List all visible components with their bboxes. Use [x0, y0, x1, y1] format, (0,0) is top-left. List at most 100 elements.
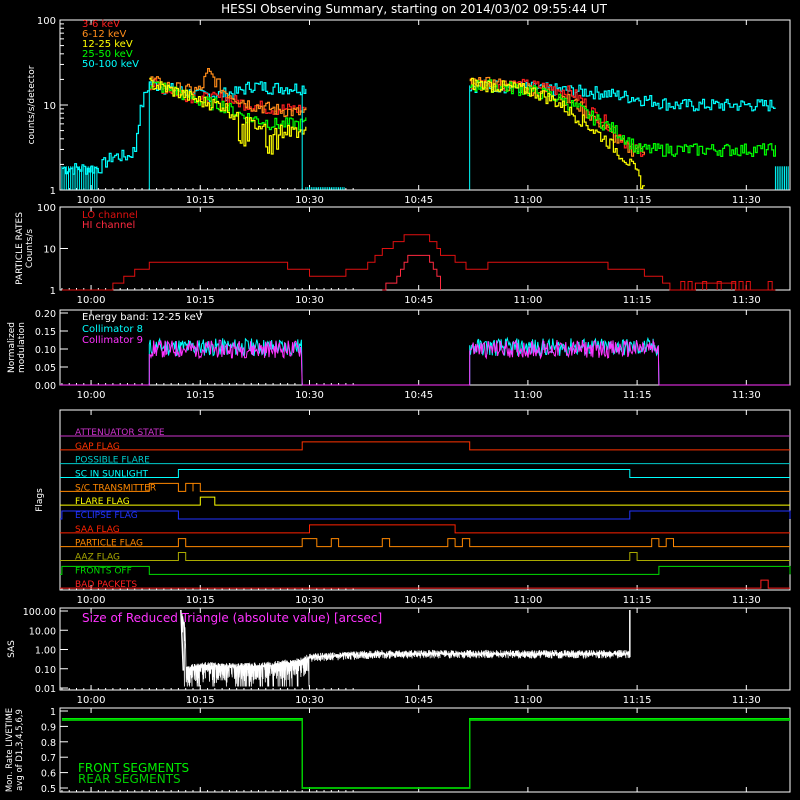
particle-rate-spike — [767, 281, 773, 290]
sas-xtick-label: 10:30 — [295, 695, 324, 706]
sas-xtick-label: 11:15 — [623, 695, 652, 706]
count-rate-series-line — [149, 79, 776, 157]
particle-rate-xtick-label: 11:00 — [513, 295, 542, 306]
livetime-ytick-label: 0.9 — [41, 722, 56, 733]
livetime-ytick-label: 1 — [50, 707, 56, 718]
particle-rate-xtick-label: 11:30 — [732, 295, 761, 306]
livetime-series-line — [61, 719, 790, 789]
count-rate-legend-entry: 25-50 keV — [82, 49, 133, 60]
sas-panel: 10:00 10:15 10:30 10:45 11:00 11:15 11:30 0.01 0… — [7, 607, 791, 706]
flags-xtick-label: 10:15 — [186, 595, 215, 606]
sas-ytick-label: 10.00 — [29, 626, 56, 637]
particle-rate-xtick-label: 10:15 — [186, 295, 215, 306]
sas-xtick-label: 10:15 — [186, 695, 215, 706]
modulation-xtick-label: 10:30 — [295, 390, 324, 401]
flag-line — [60, 510, 791, 520]
flags-xtick-label: 10:00 — [77, 595, 106, 606]
modulation-panel: 10:00 10:15 10:30 10:45 11:00 11:15 11:30 0.00 0… — [7, 309, 791, 401]
count-rate-xtick-label: 10:15 — [186, 195, 215, 206]
sas-ytick-label: 100.00 — [23, 607, 56, 618]
sas-annotation: Size of Reduced Triangle (absolute value… — [82, 611, 382, 625]
livetime-ylabel: Mon. Rate LIVETIME — [5, 708, 15, 792]
count-rate-panel: 10:00 10:15 10:30 10:45 11:00 11:15 11:30 1 10 10… — [27, 16, 791, 206]
flag-label: FRONTS OFF — [75, 566, 132, 576]
count-rate-xtick-label: 11:00 — [513, 195, 542, 206]
sas-ylabel: SAS — [7, 640, 17, 658]
sas-xtick-label: 11:00 — [513, 695, 542, 706]
flag-line — [60, 496, 790, 506]
flag-label: ECLIPSE FLAG — [75, 511, 138, 521]
count-rate-series-line — [61, 79, 776, 175]
flag-line — [60, 565, 791, 575]
flag-label: FLARE FLAG — [75, 497, 130, 507]
flag-label: GAP FLAG — [75, 442, 120, 452]
flag-line — [60, 579, 790, 589]
flags-panel: 10:00 10:15 10:30 10:45 11:00 11:15 11:30 Flags… — [35, 409, 791, 606]
modulation-ylabel: Normalized — [7, 322, 17, 373]
flag-line — [60, 469, 790, 478]
particle-rate-spike — [687, 281, 693, 290]
sas-xtick-label: 10:45 — [404, 695, 433, 706]
flag-label: AAZ FLAG — [75, 553, 120, 563]
particle-rate-series-line — [61, 234, 776, 291]
sas-ytick-label: 1.00 — [35, 646, 56, 657]
livetime-ytick-label: 0.7 — [41, 753, 56, 764]
flag-line — [60, 552, 790, 561]
livetime-ytick-label: 0.8 — [41, 738, 56, 749]
flags-xtick-label: 10:45 — [404, 595, 433, 606]
livetime-legend-entry: FRONT SEGMENTS — [78, 761, 189, 775]
flag-label: ATTENUATOR STATE — [75, 428, 165, 438]
flag-label: BAD PACKETS — [75, 580, 137, 590]
sas-ytick-label: 0.10 — [35, 665, 56, 676]
modulation-legend-entry: Collimator 9 — [82, 335, 143, 346]
modulation-xtick-label: 10:45 — [404, 390, 433, 401]
count-rate-series-line — [149, 77, 645, 189]
particle-rate-ytick-label: 10 — [43, 245, 56, 256]
modulation-series-line — [148, 339, 303, 386]
count-rate-xtick-label: 11:15 — [623, 195, 652, 206]
count-rate-legend-entry: 3-6 keV — [82, 19, 120, 30]
modulation-series-line — [469, 336, 660, 386]
flag-label: POSSIBLE FLARE — [75, 456, 150, 466]
modulation-ytick-label: 0.10 — [35, 345, 56, 356]
particle-rate-spike — [680, 281, 686, 290]
flag-label: SAA FLAG — [75, 525, 120, 535]
modulation-xtick-label: 10:00 — [77, 390, 106, 401]
particle-rate-ytick-label: 1 — [50, 286, 56, 297]
particle-rate-ylabel: PARTICLE RATES — [15, 212, 25, 285]
livetime-panel: 0.5 0.6 0.7 0.8 0.9 1 Mon. Rate LIVETIME avg of… — [5, 707, 791, 795]
particle-rate-ylabel: Counts/s — [25, 229, 35, 268]
modulation-xtick-label: 11:15 — [623, 390, 652, 401]
modulation-legend-entry: Collimator 8 — [82, 324, 143, 335]
sas-ytick-label: 0.01 — [35, 684, 56, 695]
livetime-frame — [59, 707, 791, 793]
count-rate-xtick-label: 11:30 — [732, 195, 761, 206]
sas-series-line — [181, 613, 630, 687]
flag-label: PARTICLE FLAG — [75, 539, 143, 549]
modulation-xtick-label: 11:30 — [732, 390, 761, 401]
modulation-ytick-label: 0.05 — [35, 363, 56, 374]
particle-rate-spike — [731, 281, 737, 290]
particle-rate-xtick-label: 11:15 — [623, 295, 652, 306]
modulation-ytick-label: 0.00 — [35, 381, 56, 392]
particle-rate-frame — [59, 206, 791, 291]
count-rate-ytick-label: 10 — [43, 101, 56, 112]
modulation-ylabel: modulation — [17, 322, 27, 373]
count-rate-ytick-label: 100 — [37, 16, 56, 27]
particle-rate-series-line — [382, 254, 441, 291]
sas-xtick-label: 11:30 — [732, 695, 761, 706]
livetime-ytick-label: 0.5 — [41, 784, 56, 795]
count-rate-ylabel: counts/s/detector — [27, 65, 37, 144]
count-rate-legend-entry: 12-25 keV — [82, 39, 133, 50]
particle-rate-spike — [702, 281, 708, 290]
flags-frame — [59, 409, 791, 591]
modulation-ytick-label: 0.15 — [35, 327, 56, 338]
flags-ylabel: Flags — [35, 488, 45, 512]
particle-rate-panel: 10:00 10:15 10:30 10:45 11:00 11:15 11:30 1 10 10… — [15, 203, 791, 306]
livetime-ytick-label: 0.6 — [41, 769, 56, 780]
particle-rate-spike — [716, 281, 722, 290]
particle-rate-ytick-label: 100 — [37, 203, 56, 214]
particle-rate-xtick-label: 10:00 — [77, 295, 106, 306]
particle-rate-spike — [745, 281, 751, 290]
